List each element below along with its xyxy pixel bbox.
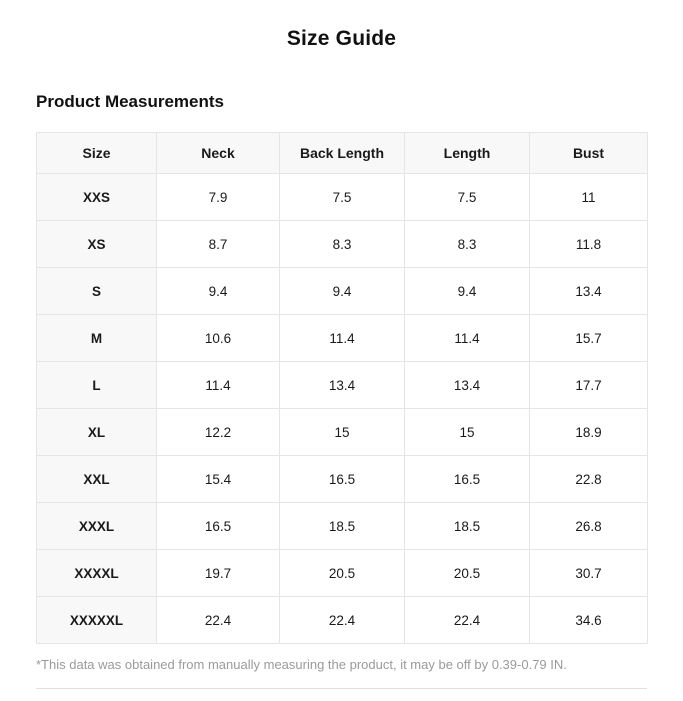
table-row-m: M 10.6 11.4 11.4 15.7 xyxy=(36,314,648,362)
back-length-value: 11.4 xyxy=(279,314,405,362)
bust-value: 22.8 xyxy=(529,455,648,503)
bust-value: 11.8 xyxy=(529,220,648,268)
back-length-value: 7.5 xyxy=(279,173,405,221)
section-title: Product Measurements xyxy=(36,92,224,111)
length-value: 7.5 xyxy=(404,173,530,221)
table-row-xxl: XXL 15.4 16.5 16.5 22.8 xyxy=(36,455,648,503)
measurement-disclaimer: *This data was obtained from manually me… xyxy=(36,657,567,672)
length-value: 15 xyxy=(404,408,530,456)
table-row-xxxxl: XXXXL 19.7 20.5 20.5 30.7 xyxy=(36,549,648,597)
back-length-value: 18.5 xyxy=(279,502,405,550)
back-length-value: 16.5 xyxy=(279,455,405,503)
neck-value: 19.7 xyxy=(156,549,280,597)
size-label: XXXL xyxy=(36,502,157,550)
table-row-xxxl: XXXL 16.5 18.5 18.5 26.8 xyxy=(36,502,648,550)
back-length-value: 8.3 xyxy=(279,220,405,268)
table-row-s: S 9.4 9.4 9.4 13.4 xyxy=(36,267,648,315)
bust-value: 26.8 xyxy=(529,502,648,550)
table-body: XXS 7.9 7.5 7.5 11 XS 8.7 8.3 8.3 11.8 S… xyxy=(36,173,648,644)
neck-value: 7.9 xyxy=(156,173,280,221)
table-row-xxs: XXS 7.9 7.5 7.5 11 xyxy=(36,173,648,221)
bust-value: 17.7 xyxy=(529,361,648,409)
neck-value: 22.4 xyxy=(156,596,280,644)
size-label: XXXXXL xyxy=(36,596,157,644)
size-label: S xyxy=(36,267,157,315)
length-value: 20.5 xyxy=(404,549,530,597)
table-header: Size Neck Back Length Length Bust xyxy=(36,132,648,174)
length-value: 8.3 xyxy=(404,220,530,268)
bust-value: 11 xyxy=(529,173,648,221)
size-label: L xyxy=(36,361,157,409)
column-header-back-length: Back Length xyxy=(279,132,405,174)
length-value: 18.5 xyxy=(404,502,530,550)
size-measurements-table: Size Neck Back Length Length Bust XXS 7.… xyxy=(36,132,648,644)
column-header-bust: Bust xyxy=(529,132,648,174)
size-label: XS xyxy=(36,220,157,268)
length-value: 22.4 xyxy=(404,596,530,644)
neck-value: 8.7 xyxy=(156,220,280,268)
neck-value: 11.4 xyxy=(156,361,280,409)
table-row-l: L 11.4 13.4 13.4 17.7 xyxy=(36,361,648,409)
table-row-xxxxxl: XXXXXL 22.4 22.4 22.4 34.6 xyxy=(36,596,648,644)
length-value: 13.4 xyxy=(404,361,530,409)
neck-value: 15.4 xyxy=(156,455,280,503)
size-label: XL xyxy=(36,408,157,456)
length-value: 16.5 xyxy=(404,455,530,503)
table-header-row: Size Neck Back Length Length Bust xyxy=(36,132,648,174)
length-value: 11.4 xyxy=(404,314,530,362)
neck-value: 9.4 xyxy=(156,267,280,315)
back-length-value: 13.4 xyxy=(279,361,405,409)
bottom-divider xyxy=(36,687,647,689)
bust-value: 15.7 xyxy=(529,314,648,362)
back-length-value: 22.4 xyxy=(279,596,405,644)
neck-value: 10.6 xyxy=(156,314,280,362)
table-row-xl: XL 12.2 15 15 18.9 xyxy=(36,408,648,456)
bust-value: 18.9 xyxy=(529,408,648,456)
neck-value: 16.5 xyxy=(156,502,280,550)
length-value: 9.4 xyxy=(404,267,530,315)
size-label: XXXXL xyxy=(36,549,157,597)
size-label: XXL xyxy=(36,455,157,503)
neck-value: 12.2 xyxy=(156,408,280,456)
table-row-xs: XS 8.7 8.3 8.3 11.8 xyxy=(36,220,648,268)
back-length-value: 20.5 xyxy=(279,549,405,597)
column-header-length: Length xyxy=(404,132,530,174)
column-header-neck: Neck xyxy=(156,132,280,174)
back-length-value: 9.4 xyxy=(279,267,405,315)
bust-value: 30.7 xyxy=(529,549,648,597)
size-label: XXS xyxy=(36,173,157,221)
size-label: M xyxy=(36,314,157,362)
page-title: Size Guide xyxy=(286,27,397,50)
back-length-value: 15 xyxy=(279,408,405,456)
column-header-size: Size xyxy=(36,132,157,174)
bust-value: 34.6 xyxy=(529,596,648,644)
bust-value: 13.4 xyxy=(529,267,648,315)
